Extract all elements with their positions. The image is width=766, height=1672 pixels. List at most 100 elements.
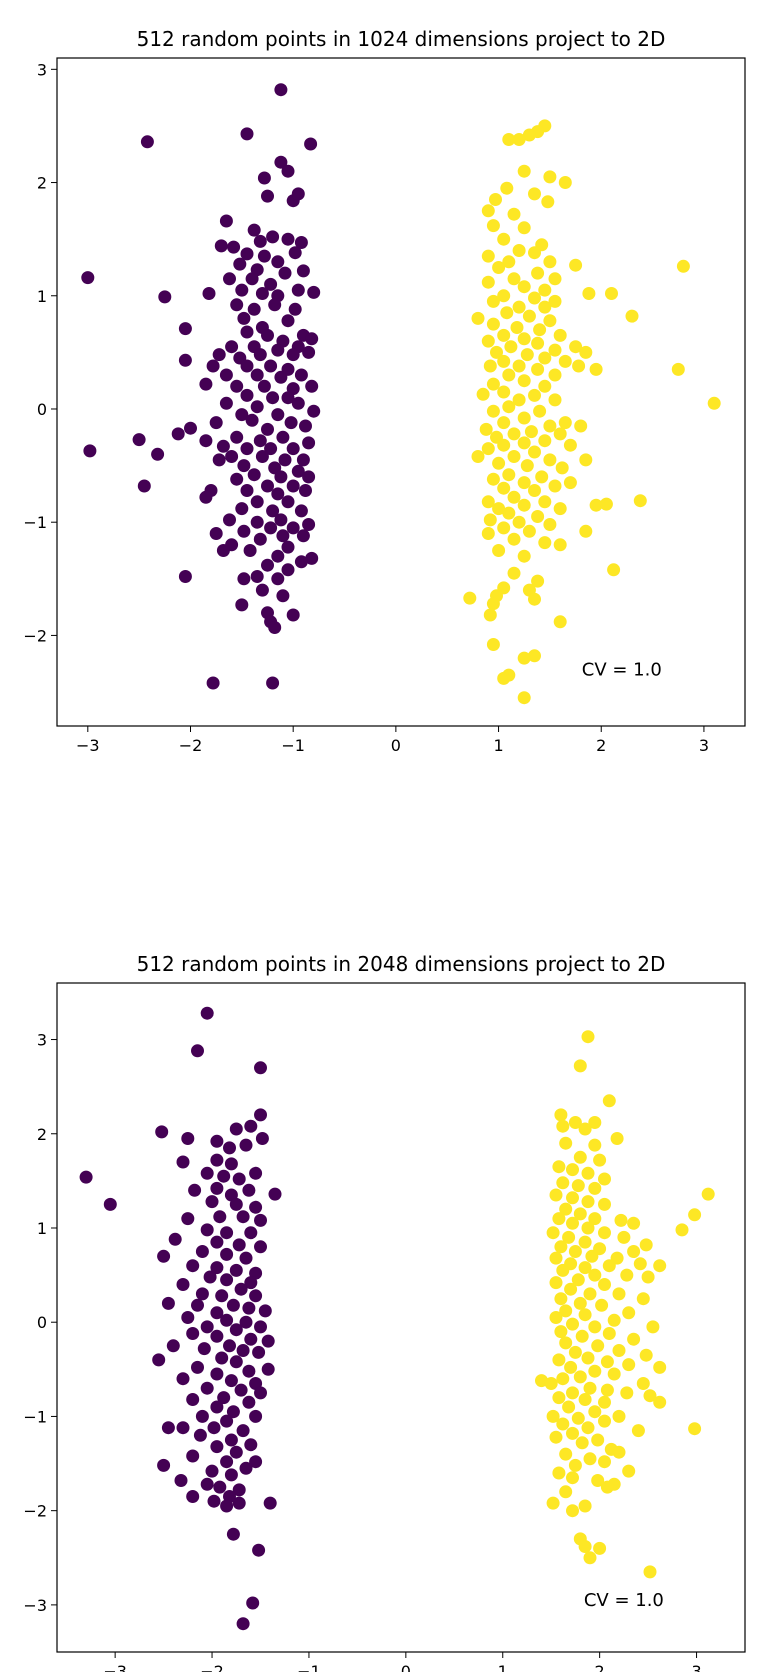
data-point-purple xyxy=(213,1210,227,1224)
data-point-purple xyxy=(257,249,271,263)
x-tick-label: 0 xyxy=(391,736,401,755)
data-point-purple xyxy=(171,427,185,441)
data-point-yellow xyxy=(502,468,516,482)
data-point-purple xyxy=(210,1400,224,1414)
data-point-yellow xyxy=(568,1116,582,1129)
data-point-yellow xyxy=(538,300,552,314)
y-tick-label: −1 xyxy=(23,1407,47,1426)
data-point-yellow xyxy=(607,1367,621,1381)
data-point-purple xyxy=(210,1261,224,1275)
data-point-yellow xyxy=(531,362,545,376)
data-point-purple xyxy=(253,348,267,362)
data-point-purple xyxy=(223,272,236,286)
data-point-yellow xyxy=(568,1458,582,1472)
data-point-purple xyxy=(197,1342,211,1356)
data-point-yellow xyxy=(497,232,511,246)
scatter-plot-2048-dimensions: 512 random points in 2048 dimensions pro… xyxy=(23,952,746,1672)
data-point-yellow xyxy=(588,1212,602,1226)
data-point-yellow xyxy=(598,1278,611,1291)
data-point-yellow xyxy=(517,651,531,665)
data-point-yellow xyxy=(497,671,511,685)
data-point-purple xyxy=(278,266,292,280)
data-point-purple xyxy=(278,453,292,467)
data-point-yellow xyxy=(528,187,541,201)
data-point-yellow xyxy=(517,332,531,346)
data-point-purple xyxy=(281,540,295,554)
data-point-purple xyxy=(229,1122,243,1136)
data-point-yellow xyxy=(620,1386,634,1400)
data-point-yellow xyxy=(528,388,541,402)
data-point-yellow xyxy=(507,490,521,504)
data-point-yellow xyxy=(558,354,572,368)
data-point-purple xyxy=(174,1474,188,1487)
data-point-purple xyxy=(213,1480,227,1494)
data-point-yellow xyxy=(507,427,521,441)
data-point-purple xyxy=(239,1315,253,1329)
y-tick-label: 3 xyxy=(37,60,47,79)
data-point-purple xyxy=(195,1409,209,1423)
data-point-yellow xyxy=(568,1345,582,1359)
data-point-yellow xyxy=(639,1348,653,1362)
data-point-yellow xyxy=(559,1136,573,1150)
data-point-yellow xyxy=(507,566,521,580)
data-point-purple xyxy=(264,521,278,535)
data-point-purple xyxy=(220,1499,234,1513)
axis-ticks: −3 −2 −1 0 1 2 3 −3 −2 −1 0 1 2 3 xyxy=(23,1031,701,1672)
data-point-yellow xyxy=(497,416,511,430)
data-point-purple xyxy=(254,1061,267,1075)
data-point-purple xyxy=(210,1329,224,1343)
data-point-yellow xyxy=(600,1355,614,1369)
data-point-yellow xyxy=(507,532,521,546)
data-point-yellow xyxy=(554,1108,568,1122)
data-point-yellow xyxy=(573,1207,587,1221)
data-point-yellow xyxy=(483,513,497,527)
data-point-yellow xyxy=(492,502,506,516)
data-point-purple xyxy=(243,544,257,557)
data-point-purple xyxy=(216,544,230,557)
data-point-yellow xyxy=(538,536,552,550)
data-point-yellow xyxy=(512,244,526,257)
data-point-purple xyxy=(200,1320,214,1334)
data-point-purple xyxy=(202,287,216,300)
data-point-yellow xyxy=(548,479,562,493)
data-point-purple xyxy=(304,137,318,151)
data-point-yellow xyxy=(544,1377,558,1390)
data-point-purple xyxy=(210,1153,224,1167)
data-point-purple xyxy=(181,1132,195,1145)
data-point-yellow xyxy=(538,434,552,448)
data-point-yellow xyxy=(497,354,511,368)
data-point-yellow xyxy=(625,309,639,323)
data-point-yellow xyxy=(581,1195,595,1209)
data-point-yellow xyxy=(517,498,531,512)
data-point-purple xyxy=(307,404,321,418)
data-point-purple xyxy=(255,450,269,463)
data-point-yellow xyxy=(549,1276,563,1290)
data-point-purple xyxy=(191,1298,204,1312)
data-point-yellow xyxy=(481,527,495,540)
data-point-purple xyxy=(245,413,259,427)
data-point-yellow xyxy=(620,1268,634,1282)
data-point-yellow xyxy=(548,393,562,407)
data-point-purple xyxy=(286,348,300,362)
data-point-purple xyxy=(176,1372,190,1386)
data-point-yellow xyxy=(563,438,577,452)
data-point-purple xyxy=(274,470,288,484)
scatter-plot-1024-dimensions: 512 random points in 1024 dimensions pro… xyxy=(23,27,746,755)
data-point-purple xyxy=(299,484,312,497)
data-point-purple xyxy=(225,450,239,463)
x-tick-label: −1 xyxy=(281,736,305,755)
data-point-yellow xyxy=(531,336,545,350)
data-point-yellow xyxy=(502,255,516,269)
data-point-yellow xyxy=(588,1364,602,1378)
data-point-yellow xyxy=(502,133,516,146)
data-point-purple xyxy=(236,1424,250,1438)
data-point-yellow xyxy=(463,591,477,605)
data-point-purple xyxy=(168,1232,182,1246)
data-point-yellow xyxy=(554,1240,568,1254)
data-point-yellow xyxy=(517,221,531,235)
data-point-purple xyxy=(223,1141,236,1155)
data-point-yellow xyxy=(528,484,541,497)
data-point-purple xyxy=(184,421,197,435)
chart-title: 512 random points in 2048 dimensions pro… xyxy=(137,952,666,976)
data-point-yellow xyxy=(591,1433,605,1447)
